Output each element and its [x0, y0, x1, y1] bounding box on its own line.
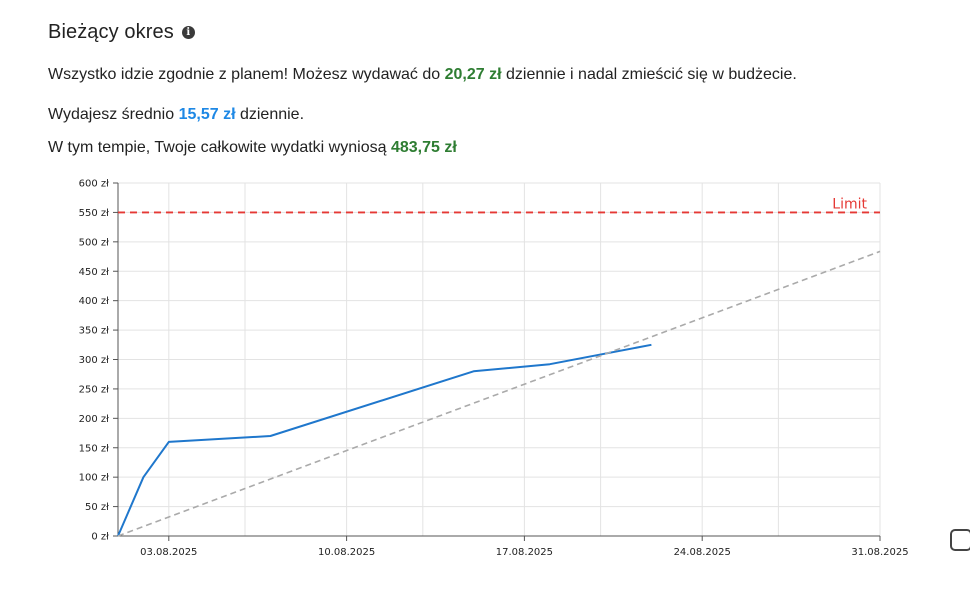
- projected-spending-prefix: W tym tempie, Twoje całkowite wydatki wy…: [48, 139, 391, 156]
- x-tick-label: 17.08.2025: [496, 547, 553, 558]
- x-tick-label: 31.08.2025: [851, 547, 908, 558]
- budget-status-text: Wszystko idzie zgodnie z planem! Możesz …: [48, 66, 797, 84]
- y-tick-label: 300 zł: [79, 355, 110, 366]
- spending-line: [117, 343, 652, 537]
- projected-spending-value: 483,75 zł: [390, 139, 457, 156]
- budget-status-suffix: dziennie i nadal zmieścić się w budżecie…: [501, 66, 797, 83]
- average-spending-prefix: Wydajesz średnio: [48, 106, 179, 123]
- x-tick-label: 03.08.2025: [140, 547, 197, 558]
- budget-status-prefix: Wszystko idzie zgodnie z planem! Możesz …: [48, 66, 445, 83]
- y-tick-label: 250 zł: [79, 384, 110, 395]
- title-row: Bieżący okres i: [48, 18, 928, 46]
- projection-line: [117, 250, 881, 537]
- chart-axes: [113, 182, 881, 541]
- page-title: Bieżący okres: [48, 20, 174, 43]
- chart-labels: 0 zł 50 zł 100 zł 150 zł 200 zł 250 zł 300 zł 3…: [79, 179, 909, 559]
- chart-series: [117, 211, 881, 537]
- y-tick-label: 200 zł: [79, 414, 110, 425]
- y-tick-label: 100 zł: [79, 473, 110, 484]
- x-tick-label: 10.08.2025: [318, 547, 375, 558]
- y-tick-label: 150 zł: [79, 443, 110, 454]
- y-tick-label: 550 zł: [79, 208, 110, 219]
- y-tick-label: 500 zł: [79, 237, 110, 248]
- y-tick-label: 600 zł: [79, 179, 110, 190]
- average-spending-value: 15,57 zł: [178, 106, 236, 123]
- daily-allowance-value: 20,27 zł: [444, 66, 502, 83]
- current-period-panel: Bieżący okres i Wszystko idzie zgodnie z…: [48, 18, 928, 157]
- chart-grid: [117, 182, 881, 537]
- projected-spending-text: W tym tempie, Twoje całkowite wydatki wy…: [48, 139, 457, 157]
- x-tick-label: 24.08.2025: [674, 547, 731, 558]
- limit-label: Limit: [832, 196, 867, 212]
- y-tick-label: 400 zł: [79, 296, 110, 307]
- spending-chart: 0 zł 50 zł 100 zł 150 zł 200 zł 250 zł 300 zł 3…: [0, 170, 970, 586]
- scroll-handle[interactable]: [950, 529, 970, 551]
- average-spending-suffix: dziennie.: [235, 106, 305, 123]
- y-tick-label: 350 zł: [79, 326, 110, 337]
- average-spending-text: Wydajesz średnio 15,57 zł dziennie.: [48, 106, 304, 124]
- y-tick-label: 50 zł: [85, 502, 109, 513]
- y-tick-label: 0 zł: [91, 532, 109, 543]
- y-tick-label: 450 zł: [79, 267, 110, 278]
- info-icon[interactable]: i: [181, 25, 195, 39]
- spending-chart-svg: 0 zł 50 zł 100 zł 150 zł 200 zł 250 zł 300 zł 3…: [79, 179, 909, 559]
